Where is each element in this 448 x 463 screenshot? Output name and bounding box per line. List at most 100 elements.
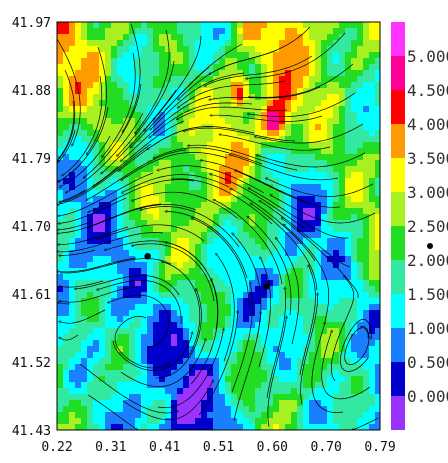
heatmap-cell — [171, 178, 178, 185]
heatmap-cell — [123, 370, 130, 377]
heatmap-cell — [177, 160, 184, 167]
heatmap-cell — [105, 22, 112, 29]
heatmap-cell — [285, 58, 292, 65]
heatmap-cell — [69, 166, 76, 173]
heatmap-cell — [351, 268, 358, 275]
heatmap-cell — [117, 154, 124, 161]
heatmap-cell — [267, 424, 274, 430]
heatmap-cell — [177, 118, 184, 125]
heatmap-cell — [291, 370, 298, 377]
heatmap-cell — [261, 130, 268, 137]
heatmap-cell — [129, 196, 136, 203]
heatmap-cell — [333, 250, 340, 257]
heatmap-cell — [99, 190, 106, 197]
heatmap-cell — [279, 58, 286, 65]
heatmap-cell — [279, 82, 286, 89]
heatmap-cell — [267, 280, 274, 287]
heatmap-cell — [225, 244, 232, 251]
heatmap-cell — [123, 112, 130, 119]
heatmap-cell — [261, 196, 268, 203]
heatmap-cell — [345, 388, 352, 395]
heatmap-cell — [357, 124, 364, 131]
heatmap-cell — [363, 346, 370, 353]
heatmap-cell — [249, 400, 256, 407]
heatmap-cell — [135, 268, 142, 275]
heatmap-cell — [153, 76, 160, 83]
heatmap-cell — [183, 322, 190, 329]
heatmap-cell — [255, 148, 262, 155]
streamline — [60, 286, 139, 302]
heatmap-cell — [321, 142, 328, 149]
heatmap-cell — [195, 286, 202, 293]
streamline — [214, 200, 283, 285]
heatmap-cell — [207, 148, 214, 155]
heatmap-cell — [339, 70, 346, 77]
heatmap-cell — [153, 322, 160, 329]
heatmap-cell — [177, 304, 184, 311]
heatmap-cell — [135, 76, 142, 83]
heatmap-cell — [351, 88, 358, 95]
heatmap-cell — [291, 328, 298, 335]
heatmap-cell — [309, 262, 316, 269]
heatmap-cell — [57, 148, 64, 155]
heatmap-cell — [183, 376, 190, 383]
heatmap-cell — [351, 166, 358, 173]
heatmap-cell — [219, 316, 226, 323]
heatmap-cell — [105, 124, 112, 131]
heatmap-cell — [369, 130, 376, 137]
heatmap-cell — [135, 394, 142, 401]
heatmap-cell — [243, 124, 250, 131]
heatmap-cell — [63, 34, 70, 41]
heatmap-cell — [363, 370, 370, 377]
heatmap-cell — [369, 298, 376, 305]
heatmap-cell — [321, 394, 328, 401]
heatmap-cell — [363, 100, 370, 107]
heatmap-cell — [285, 106, 292, 113]
heatmap-cell — [81, 94, 88, 101]
heatmap-cell — [183, 142, 190, 149]
heatmap-cell — [369, 370, 376, 377]
heatmap-cell — [69, 256, 76, 263]
heatmap-cell — [93, 298, 100, 305]
heatmap-cell — [117, 184, 124, 191]
heatmap-cell — [249, 136, 256, 143]
heatmap-cell — [375, 178, 380, 185]
heatmap-cell — [345, 52, 352, 59]
heatmap-cell — [165, 238, 172, 245]
colorbar-segment — [391, 226, 405, 260]
heatmap-cell — [189, 424, 196, 430]
heatmap-cell — [135, 298, 142, 305]
heatmap-cell — [201, 292, 208, 299]
heatmap-cell — [237, 334, 244, 341]
heatmap-cell — [273, 340, 280, 347]
heatmap-cell — [117, 124, 124, 131]
streamline — [198, 312, 238, 416]
heatmap-cell — [261, 328, 268, 335]
heatmap-cell — [309, 274, 316, 281]
heatmap-cell — [297, 220, 304, 227]
heatmap-cell — [315, 376, 322, 383]
heatmap-cell — [345, 70, 352, 77]
heatmap-cell — [363, 208, 370, 215]
heatmap-cell — [231, 370, 238, 377]
heatmap-cell — [75, 256, 82, 263]
heatmap-cell — [261, 268, 268, 275]
heatmap-cell — [189, 34, 196, 41]
heatmap-cell — [291, 82, 298, 89]
heatmap-cell — [333, 106, 340, 113]
heatmap-cell — [165, 274, 172, 281]
heatmap-cell — [291, 358, 298, 365]
heatmap-cell — [327, 334, 334, 341]
heatmap-cell — [285, 190, 292, 197]
heatmap-cell — [357, 370, 364, 377]
heatmap-cell — [345, 220, 352, 227]
heatmap-cell — [87, 286, 94, 293]
heatmap-cell — [153, 46, 160, 53]
heatmap-cell — [243, 106, 250, 113]
heatmap-cell — [237, 256, 244, 263]
heatmap-cell — [309, 424, 316, 430]
heatmap-cell — [147, 244, 154, 251]
heatmap-cell — [351, 106, 358, 113]
y-tick-label: 41.88 — [12, 84, 51, 99]
heatmap-cell — [105, 82, 112, 89]
